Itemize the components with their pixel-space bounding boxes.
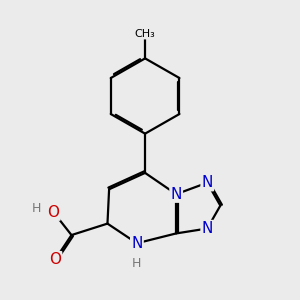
Text: N: N <box>202 175 213 190</box>
Text: O: O <box>47 205 59 220</box>
Text: CH₃: CH₃ <box>135 29 155 39</box>
Text: N: N <box>170 187 182 202</box>
Text: H: H <box>132 257 142 270</box>
Text: N: N <box>202 221 213 236</box>
Text: H: H <box>32 202 41 215</box>
Text: N: N <box>131 236 142 251</box>
Text: O: O <box>49 252 61 267</box>
